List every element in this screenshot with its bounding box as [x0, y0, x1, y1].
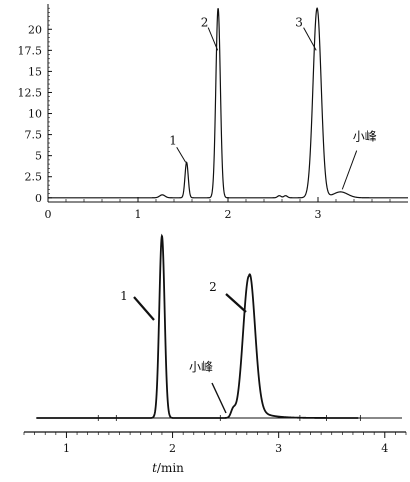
- bottom-x-tick-label: 2: [169, 442, 176, 455]
- bottom-x-axis-title: t/min: [152, 461, 184, 475]
- top-y-tick-label: 12.5: [18, 86, 43, 99]
- bottom-peak1-leader: [133, 296, 155, 321]
- top-peak3-label: 3: [295, 16, 303, 30]
- bottom-peak2-label: 2: [209, 280, 217, 294]
- bottom-small-peak-leader: [211, 382, 227, 414]
- bottom-peak2-leader: [225, 293, 247, 313]
- bottom-x-tick-label: 4: [381, 442, 388, 455]
- top-x-tick-label: 1: [135, 208, 142, 221]
- top-small-peak-label: 小峰: [353, 129, 377, 143]
- bottom-peak1-label: 1: [120, 289, 128, 303]
- top-y-tick-label: 5: [35, 150, 42, 163]
- top-y-tick-label: 17.5: [18, 44, 43, 57]
- chart-bottom: 1 2 3 4 t/min 1 2 小峰: [23, 233, 407, 475]
- top-y-tick-label: 20: [28, 23, 42, 36]
- top-peak1-label: 1: [169, 134, 177, 148]
- bottom-chromatogram-trace: [36, 233, 359, 419]
- top-y-tick-label: 2.5: [25, 171, 43, 184]
- bottom-small-peak-label: 小峰: [189, 360, 213, 374]
- bottom-x-tick-label: 3: [275, 442, 282, 455]
- top-y-tick-label: 7.5: [25, 129, 43, 142]
- top-x-tick-label: 0: [45, 208, 52, 221]
- chart-top: 0 2.5 5 7.5 10 12.5 15 17.5 20 0 1 2 3 1 2 3 小峰: [18, 4, 408, 221]
- top-x-tick-label: 2: [225, 208, 232, 221]
- bottom-x-tick-label: 1: [63, 442, 70, 455]
- top-y-tick-label: 15: [28, 65, 42, 78]
- top-small-peak-leader: [341, 150, 358, 190]
- bottom-x-axis-title-var: t: [152, 461, 157, 475]
- top-peak1-leader: [176, 146, 187, 163]
- top-y-tick-label: 0: [35, 192, 42, 205]
- bottom-x-axis-title-unit: /min: [157, 461, 184, 475]
- top-peak2-leader: [207, 27, 219, 51]
- top-y-tick-label: 10: [28, 108, 42, 121]
- top-peak3-leader: [303, 27, 317, 51]
- top-peak2-label: 2: [201, 16, 209, 30]
- top-chromatogram-trace: [48, 7, 408, 199]
- top-x-tick-label: 3: [315, 208, 322, 221]
